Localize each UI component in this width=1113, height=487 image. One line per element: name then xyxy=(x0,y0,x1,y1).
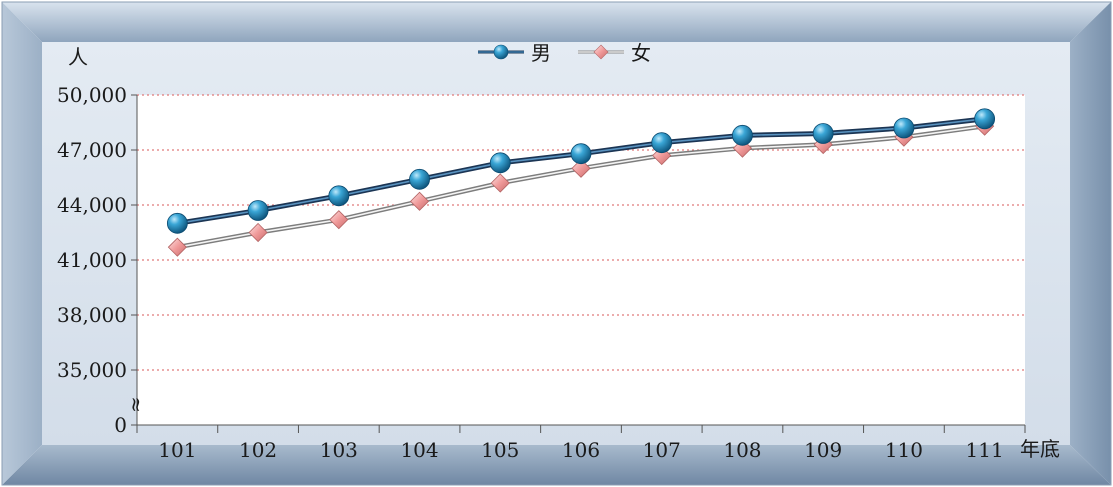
legend-male-marker xyxy=(493,44,509,60)
data-point-male xyxy=(570,143,592,165)
x-tick-label: 101 xyxy=(158,438,196,462)
data-point-male xyxy=(247,200,269,221)
y-unit-label: 人 xyxy=(68,45,88,69)
y-tick-label: 38,000 xyxy=(57,303,127,327)
x-tick-label: 111 xyxy=(966,438,1004,462)
x-tick-label: 108 xyxy=(723,438,761,462)
data-point-female xyxy=(409,191,430,211)
x-tick-label: 107 xyxy=(643,438,681,462)
legend: 男 女 xyxy=(478,41,651,65)
y-tick-label: 44,000 xyxy=(57,193,127,217)
data-point-male xyxy=(166,212,188,234)
x-tick-label: 103 xyxy=(320,438,358,462)
data-point-female xyxy=(248,222,268,243)
x-tick-label: 109 xyxy=(804,438,842,462)
data-point-male xyxy=(812,123,834,144)
bevel-left xyxy=(2,2,42,485)
axis-break-symbol: ≈ xyxy=(123,396,147,413)
y-tick-label: 47,000 xyxy=(57,138,127,162)
series-layer xyxy=(166,108,996,257)
y-tick-label: 0 xyxy=(114,413,127,437)
data-point-female xyxy=(571,158,591,178)
bevel-top xyxy=(2,2,1111,42)
data-point-male xyxy=(732,124,753,146)
legend-item-male: 男 xyxy=(478,41,551,65)
x-tick-label: 105 xyxy=(481,438,519,462)
data-point-male xyxy=(651,132,673,154)
bevel-right xyxy=(1070,2,1111,485)
x-unit-label: 年底 xyxy=(1020,437,1060,461)
data-point-male xyxy=(489,152,511,174)
y-tick-label: 50,000 xyxy=(57,83,127,107)
x-axis-ticks: 101 102 103 104 105 106 107 108 109 110 111 xyxy=(136,425,1026,462)
data-point-female xyxy=(167,237,187,257)
data-point-male xyxy=(409,168,430,190)
x-tick-label: 104 xyxy=(400,438,438,462)
x-tick-label: 106 xyxy=(562,438,600,462)
bevel-bottom xyxy=(2,445,1111,485)
legend-item-female: 女 xyxy=(578,41,651,65)
x-tick-label: 110 xyxy=(885,438,923,462)
legend-female-marker xyxy=(593,44,609,60)
data-point-female xyxy=(490,173,510,193)
data-point-male xyxy=(328,185,350,207)
data-point-female xyxy=(329,210,349,230)
data-point-male xyxy=(974,108,996,130)
y-tick-label: 35,000 xyxy=(57,358,127,382)
y-tick-label: 41,000 xyxy=(57,248,127,272)
data-point-male xyxy=(893,117,915,139)
y-axis-ticks: 50,000 47,000 44,000 41,000 38,000 35,000 0 xyxy=(57,83,137,437)
gridlines xyxy=(137,94,1025,371)
legend-female-label: 女 xyxy=(631,41,651,65)
x-tick-label: 102 xyxy=(239,438,277,462)
legend-male-label: 男 xyxy=(531,41,551,65)
